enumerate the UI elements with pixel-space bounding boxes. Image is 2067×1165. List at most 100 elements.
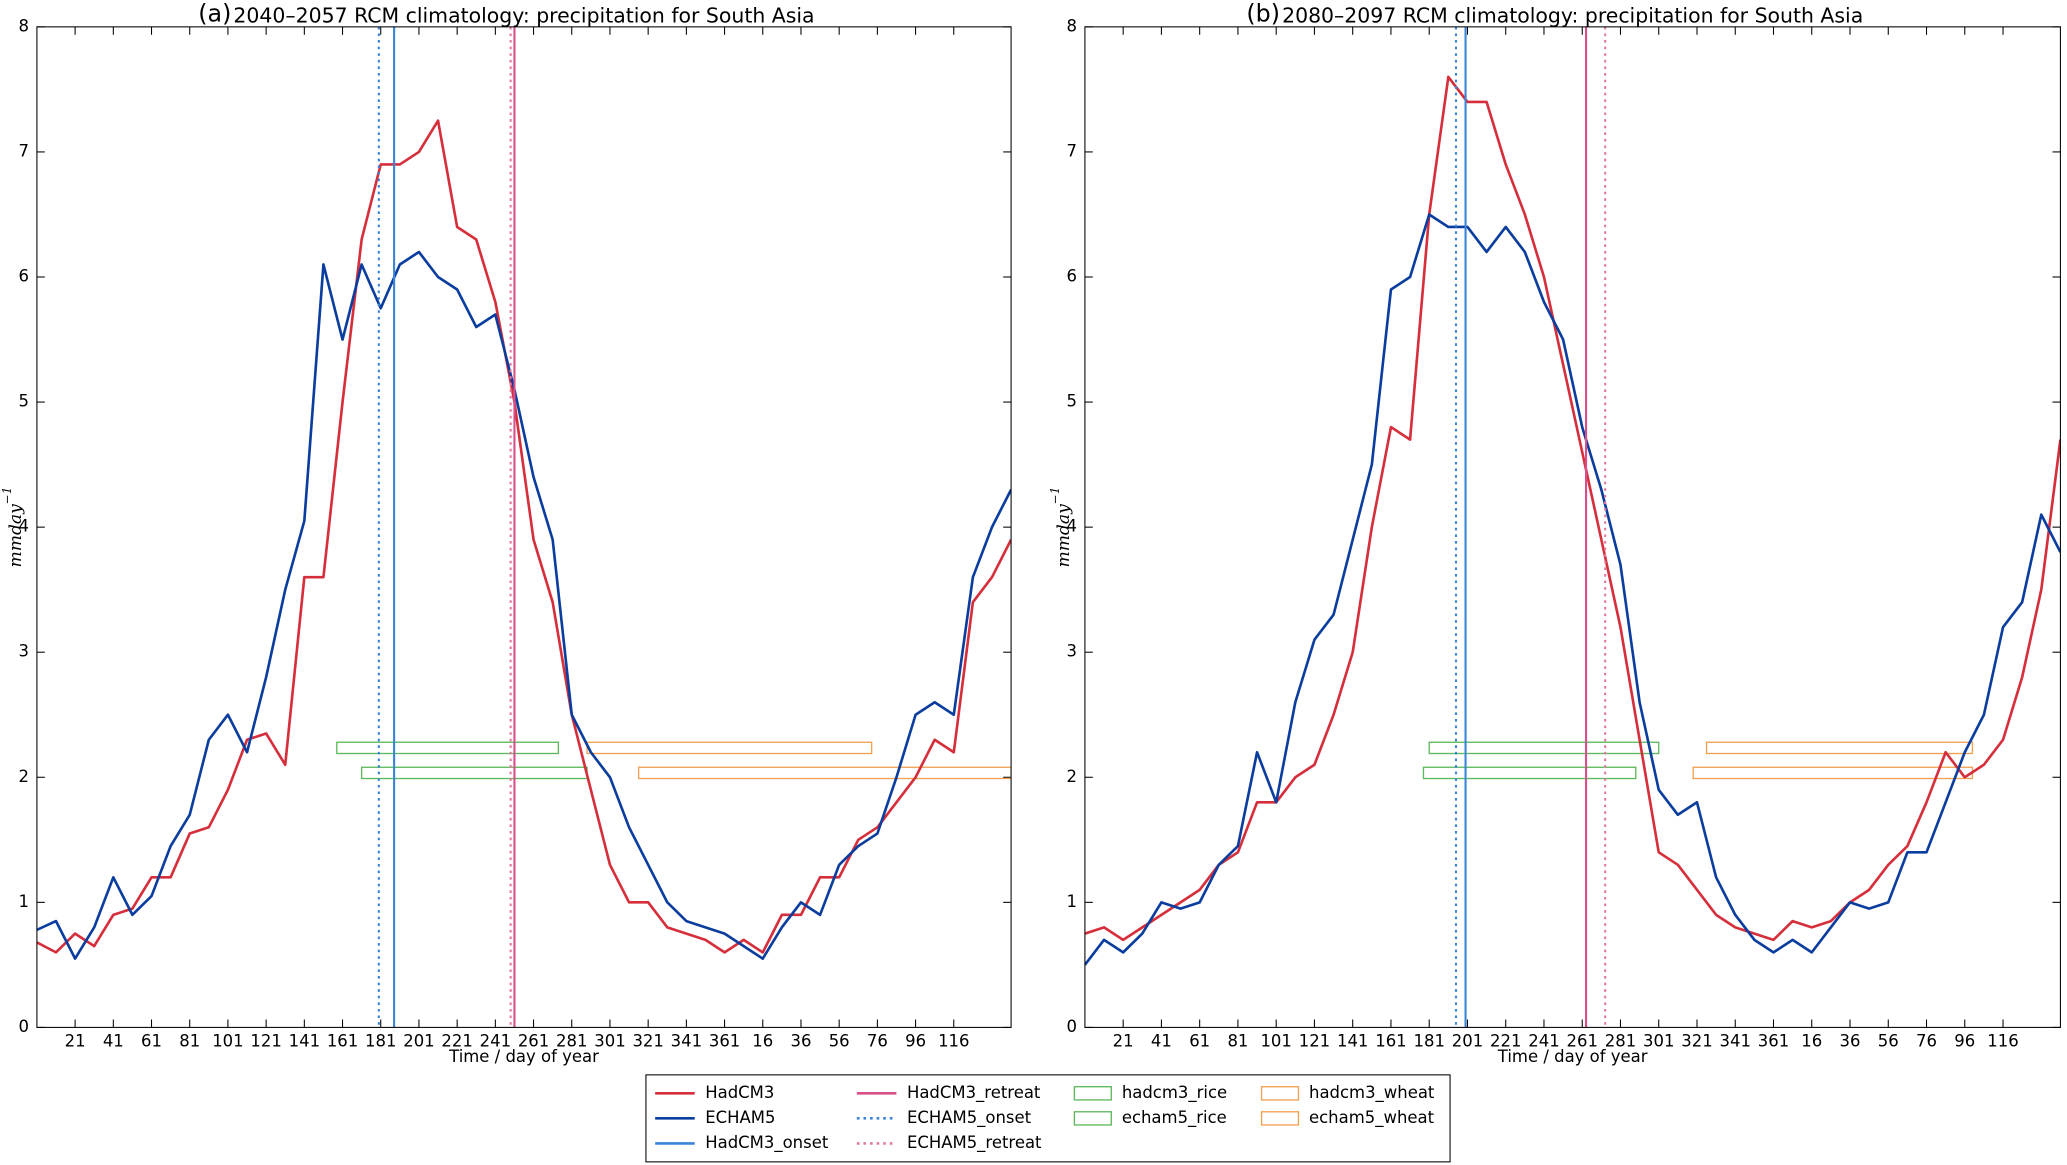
x-tick-label: 341 [1720,1031,1751,1050]
chart-title: 2080–2097 RCM climatology: precipitation… [1282,3,1863,27]
x-tick-label: 361 [1758,1031,1789,1050]
legend-swatch [1073,1111,1112,1126]
y-axis-label-exponent: −1 [0,487,14,504]
x-tick-label: 116 [1987,1031,2018,1050]
x-tick-label: 241 [1528,1031,1559,1050]
panel-label: (a) [198,0,231,27]
y-tick-label: 0 [19,1017,29,1036]
legend-box [645,1074,1451,1163]
x-tick-label: 121 [250,1031,281,1050]
y-tick-label: 7 [19,141,29,160]
x-tick-label: 116 [938,1031,969,1050]
plot-frame [36,26,1012,1028]
y-tick-label: 7 [1067,141,1077,160]
x-tick-label: 141 [1337,1031,1368,1050]
x-tick-label: 261 [1567,1031,1598,1050]
x-tick-label: 61 [1189,1031,1210,1050]
x-tick-label: 201 [403,1031,434,1050]
y-tick-label: 4 [1067,517,1077,536]
x-tick-label: 21 [65,1031,86,1050]
x-tick-label: 281 [1605,1031,1636,1050]
series-line [1084,213,2061,966]
x-axis-label: Time / day of year [448,1047,599,1066]
x-tick-label: 56 [829,1031,850,1050]
x-tick-label: 61 [141,1031,162,1050]
x-axis-label: Time / day of year [1497,1047,1648,1066]
y-tick-label: 5 [1067,392,1077,411]
x-tick-label: 221 [1490,1031,1521,1050]
x-tick-label: 181 [365,1031,396,1050]
x-tick-label: 201 [1452,1031,1483,1050]
x-tick-label: 261 [518,1031,549,1050]
period-box [1705,741,1974,755]
x-tick-label: 36 [790,1031,811,1050]
y-tick-label: 4 [19,517,29,536]
y-tick-label: 3 [19,642,29,661]
x-tick-label: 101 [212,1031,243,1050]
x-tick-label: 241 [480,1031,511,1050]
legend-swatch [1073,1086,1112,1101]
legend-label: hadcm3_wheat [1309,1083,1435,1103]
x-tick-label: 16 [1801,1031,1822,1050]
legend-swatch [1260,1111,1300,1126]
legend-label: HadCM3_retreat [907,1083,1041,1103]
legend-label: ECHAM5_retreat [907,1133,1042,1153]
x-tick-label: 361 [709,1031,740,1050]
y-tick-label: 3 [1067,642,1077,661]
legend-label: echam5_wheat [1309,1108,1435,1128]
y-axis-label-unit: mmday [1053,504,1073,568]
x-tick-label: 321 [632,1031,663,1050]
series-line [36,119,1012,954]
y-tick-label: 1 [19,892,29,911]
panel-label: (b) [1246,0,1280,27]
period-box [637,766,1012,780]
x-tick-label: 36 [1840,1031,1861,1050]
x-tick-label: 301 [594,1031,625,1050]
y-tick-label: 2 [1067,767,1077,786]
x-tick-label: 121 [1299,1031,1330,1050]
x-tick-label: 161 [327,1031,358,1050]
plot-frame [1084,26,2061,1028]
x-tick-label: 56 [1878,1031,1899,1050]
period-box [1422,766,1637,780]
y-tick-label: 6 [19,266,29,285]
x-tick-label: 141 [289,1031,320,1050]
x-tick-label: 96 [1954,1031,1975,1050]
x-tick-label: 76 [867,1031,888,1050]
period-box [336,741,560,755]
legend-label: HadCM3 [705,1083,774,1102]
x-tick-label: 81 [179,1031,200,1050]
x-tick-label: 96 [905,1031,926,1050]
x-tick-label: 281 [556,1031,587,1050]
series-line [1084,75,2061,942]
y-tick-label: 2 [19,767,29,786]
x-tick-label: 41 [103,1031,124,1050]
chart-title: 2040–2057 RCM climatology: precipitation… [233,3,814,27]
x-tick-label: 76 [1916,1031,1937,1050]
x-tick-label: 321 [1681,1031,1712,1050]
x-tick-label: 16 [752,1031,773,1050]
x-tick-label: 181 [1413,1031,1444,1050]
x-tick-label: 81 [1227,1031,1248,1050]
legend-label: echam5_rice [1122,1108,1227,1128]
x-tick-label: 221 [441,1031,472,1050]
y-tick-label: 6 [1067,266,1077,285]
x-tick-label: 161 [1375,1031,1406,1050]
y-axis-label-unit: mmday [5,504,25,568]
y-axis-label: mmday−1 [1048,487,1073,568]
x-tick-label: 301 [1643,1031,1674,1050]
series-line [36,250,1012,960]
x-tick-label: 101 [1260,1031,1291,1050]
y-tick-label: 8 [1067,16,1077,35]
legend-label: HadCM3_onset [705,1133,829,1153]
legend-label: ECHAM5_onset [907,1108,1032,1128]
y-axis-label: mmday−1 [0,487,25,568]
legend-label: ECHAM5 [705,1108,775,1127]
x-tick-label: 41 [1151,1031,1172,1050]
period-box [1428,741,1660,755]
y-tick-label: 1 [1067,892,1077,911]
